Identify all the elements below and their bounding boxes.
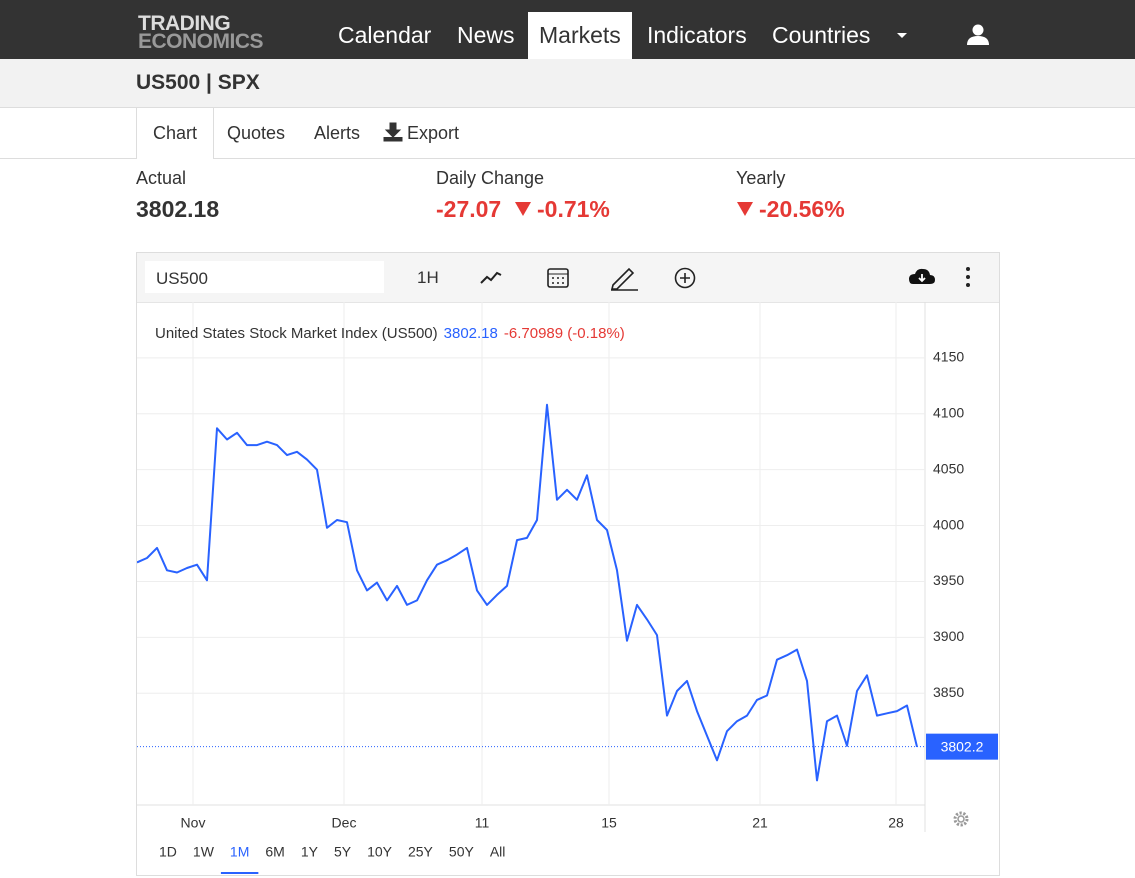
symbol-input[interactable]: US500 xyxy=(145,261,384,293)
stat-label: Actual xyxy=(136,168,187,188)
toolbar-right-icons[interactable] xyxy=(909,265,979,291)
range-button[interactable]: 6M xyxy=(265,844,284,860)
y-tick-label: 4100 xyxy=(933,404,964,420)
nav-bar: TRADING ECONOMICS Calendar News Markets … xyxy=(0,0,1135,59)
legend-text: 3802.18 xyxy=(444,325,498,342)
tab[interactable]: Export xyxy=(407,123,460,143)
nav-item[interactable]: Markets xyxy=(528,12,632,59)
range-button[interactable]: 1D xyxy=(159,844,177,860)
tab[interactable]: Quotes xyxy=(227,123,286,143)
range-button[interactable]: 5Y xyxy=(334,844,352,860)
range-button[interactable]: 1W xyxy=(193,844,215,860)
toolbar-icons[interactable] xyxy=(477,265,867,291)
nav-item[interactable]: Indicators xyxy=(647,22,747,48)
interval-button[interactable]: 1H xyxy=(417,268,439,287)
range-underline xyxy=(220,872,259,874)
x-tick-label: 11 xyxy=(475,815,490,831)
range-button[interactable]: 10Y xyxy=(367,844,393,860)
stat-value: 3802.18 xyxy=(136,196,220,222)
stat-value: -27.07 xyxy=(436,196,502,222)
x-tick-label: 28 xyxy=(888,815,904,831)
down-arrow xyxy=(515,202,531,216)
export-icon[interactable] xyxy=(383,122,403,142)
stat-percent: -0.71% xyxy=(537,196,610,222)
range-button[interactable]: 50Y xyxy=(449,844,475,860)
price-line xyxy=(137,403,918,782)
y-tick-label: 3850 xyxy=(933,684,964,700)
chart-container: US500 1H 3850 3900 3950 4000 4050 4100 4150 Nov… xyxy=(136,252,1000,876)
range-button[interactable]: All xyxy=(490,844,506,860)
legend-text: United States Stock Market Index (US500) xyxy=(155,325,438,342)
down-arrow xyxy=(737,202,753,216)
range-button[interactable]: 1Y xyxy=(301,844,319,860)
y-tick-label: 4050 xyxy=(933,460,964,476)
x-tick-label: Dec xyxy=(332,815,357,831)
logo[interactable]: ECONOMICS xyxy=(138,30,264,53)
stat-percent: -20.56% xyxy=(759,196,845,222)
range-button[interactable]: 1M xyxy=(230,844,249,860)
range-button[interactable]: 25Y xyxy=(408,844,434,860)
logo[interactable]: TRADING xyxy=(138,12,231,35)
tab[interactable]: Chart xyxy=(136,108,215,159)
x-tick-label: Nov xyxy=(181,815,206,831)
chart-toolbar: US500 1H xyxy=(137,253,999,303)
y-tick-label: 4150 xyxy=(933,349,964,365)
stat-label: Daily Change xyxy=(436,168,545,188)
user-icon[interactable] xyxy=(966,24,990,46)
chart: 3850 3900 3950 4000 4050 4100 4150 Nov Dec 11 15 21… xyxy=(137,302,998,874)
stat-label: Yearly xyxy=(736,168,786,188)
nav-item[interactable]: Countries xyxy=(772,22,871,48)
dropdown-caret[interactable] xyxy=(895,30,909,40)
x-tick-label: 21 xyxy=(752,815,768,831)
nav-item[interactable]: Calendar xyxy=(338,22,432,48)
price-tag-label: 3802.2 xyxy=(941,738,984,754)
y-tick-label: 3900 xyxy=(933,628,964,644)
y-tick-label: 3950 xyxy=(933,572,964,588)
tab-border xyxy=(0,158,1135,159)
price-tag xyxy=(926,733,998,760)
tab[interactable]: Alerts xyxy=(314,123,361,143)
page-title: US500 | SPX xyxy=(136,71,260,94)
x-tick-label: 15 xyxy=(601,815,617,831)
settings-icon[interactable] xyxy=(953,811,969,827)
y-tick-label: 4000 xyxy=(933,516,964,532)
nav-item[interactable]: News xyxy=(457,22,515,48)
legend-text: -6.70989 (-0.18%) xyxy=(504,325,625,342)
title-band: US500 | SPX xyxy=(0,59,1135,108)
